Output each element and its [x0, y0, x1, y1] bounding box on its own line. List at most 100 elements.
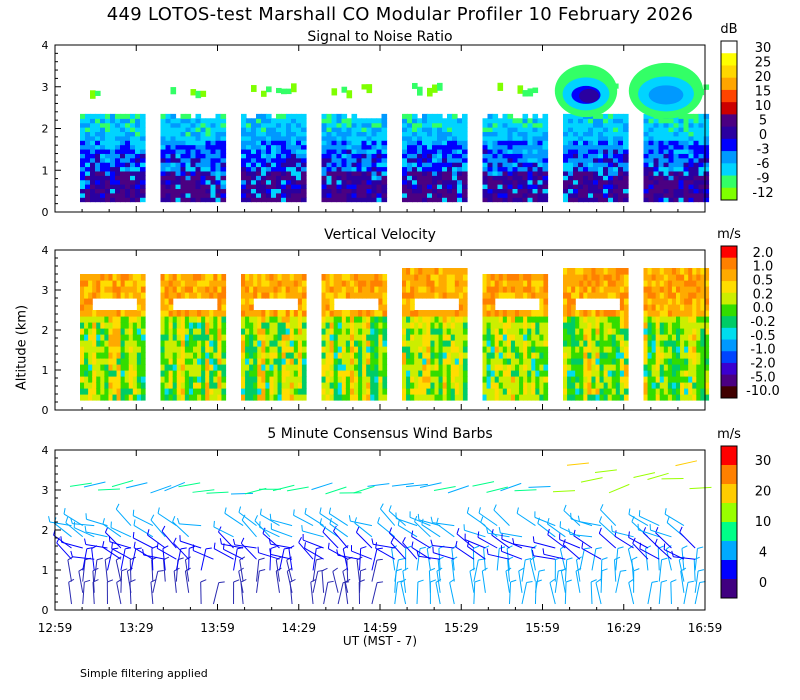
vv-cell — [205, 352, 210, 359]
vv-cell — [442, 388, 448, 395]
vv-cell — [124, 292, 130, 299]
snr-cell — [125, 188, 131, 194]
snr-cell — [130, 188, 136, 194]
snr-cell — [412, 140, 418, 146]
vv-cell — [502, 286, 508, 293]
vv-cell — [241, 364, 246, 371]
vv-cell — [269, 352, 275, 359]
snr-cell — [598, 118, 604, 124]
snr-cell — [220, 113, 227, 119]
snr-cell — [417, 86, 423, 96]
snr-cell — [361, 184, 368, 190]
wind-barb-flag — [180, 547, 187, 550]
vv-cell — [329, 370, 335, 377]
vv-cell — [442, 370, 448, 377]
snr-cell — [356, 148, 363, 154]
vv-cell — [132, 316, 138, 323]
vv-cell — [659, 274, 665, 281]
snr-cell — [683, 179, 690, 185]
snr-cell — [623, 153, 629, 159]
vv-cell — [257, 346, 262, 353]
vv-cell — [599, 328, 605, 335]
vv-cell — [510, 280, 516, 287]
snr-cell — [351, 179, 358, 185]
snr-cell — [296, 127, 302, 133]
snr-cell — [673, 188, 680, 194]
vv-cell — [611, 370, 617, 377]
snr-cell — [241, 192, 247, 198]
snr-cell — [110, 157, 116, 163]
vv-cell — [680, 394, 685, 401]
vv-cell — [510, 370, 516, 377]
vv-cell — [245, 280, 250, 287]
snr-cell — [643, 135, 650, 141]
snr-cell — [527, 157, 534, 163]
vv-cell — [402, 346, 407, 353]
snr-cell — [336, 113, 343, 119]
snr-cell — [532, 188, 539, 194]
vv-cell — [80, 376, 85, 383]
vv-cell — [498, 274, 504, 281]
vv-cell — [172, 382, 178, 389]
vv-cell — [285, 310, 291, 317]
snr-cell — [563, 170, 569, 176]
vv-cell — [659, 370, 665, 377]
snr-cell — [497, 148, 504, 154]
snr-cell — [507, 131, 514, 137]
vv-cell — [402, 370, 407, 377]
vv-cell — [543, 310, 549, 317]
vv-cell — [217, 322, 223, 329]
snr-cell — [442, 131, 448, 137]
vv-cell — [611, 382, 617, 389]
vv-cell — [422, 328, 427, 335]
vv-cell — [366, 280, 371, 287]
snr-cell — [296, 157, 302, 163]
snr-cell — [422, 162, 428, 168]
vv-cell — [341, 280, 347, 287]
snr-cell — [185, 166, 192, 172]
vv-cell — [289, 340, 295, 347]
vv-cell — [273, 376, 279, 383]
vv-cell — [406, 352, 411, 359]
vv-cell — [193, 292, 198, 299]
snr-cell — [175, 127, 182, 133]
vv-cell — [80, 286, 85, 293]
vv-cell — [647, 352, 653, 359]
vv-cell — [434, 268, 440, 275]
vv-cell — [253, 310, 258, 317]
snr-cell — [563, 197, 569, 203]
snr-cell — [648, 162, 655, 168]
snr-cell — [447, 144, 453, 150]
snr-cell — [563, 175, 569, 181]
vv-cell — [184, 358, 190, 365]
vv-cell — [696, 388, 701, 395]
vv-cell — [462, 346, 468, 353]
vv-cell — [140, 370, 146, 377]
snr-cell — [366, 122, 373, 128]
snr-cell — [542, 179, 549, 185]
vv-cell — [599, 316, 605, 323]
vv-cell — [374, 286, 379, 293]
vv-cell — [543, 382, 549, 389]
vv-cell — [253, 328, 258, 335]
vv-cell — [531, 364, 536, 371]
snr-cell — [482, 197, 489, 203]
vv-cell — [579, 346, 584, 353]
vv-cell — [498, 316, 504, 323]
snr-cell — [673, 175, 680, 181]
vv-cell — [434, 346, 440, 353]
snr-cell — [703, 131, 710, 137]
vv-cell — [96, 352, 101, 359]
vv-cell — [410, 340, 415, 347]
vv-cell — [704, 352, 710, 359]
snr-cell — [291, 135, 297, 141]
vv-cell — [108, 280, 114, 287]
vv-cell — [345, 340, 351, 347]
vv-cell — [680, 334, 685, 341]
vv-cell — [591, 286, 597, 293]
vv-cell — [607, 364, 613, 371]
vv-cell — [354, 364, 359, 371]
snr-cell — [195, 144, 202, 150]
vv-cell — [607, 382, 613, 389]
snr-cell — [160, 118, 167, 124]
